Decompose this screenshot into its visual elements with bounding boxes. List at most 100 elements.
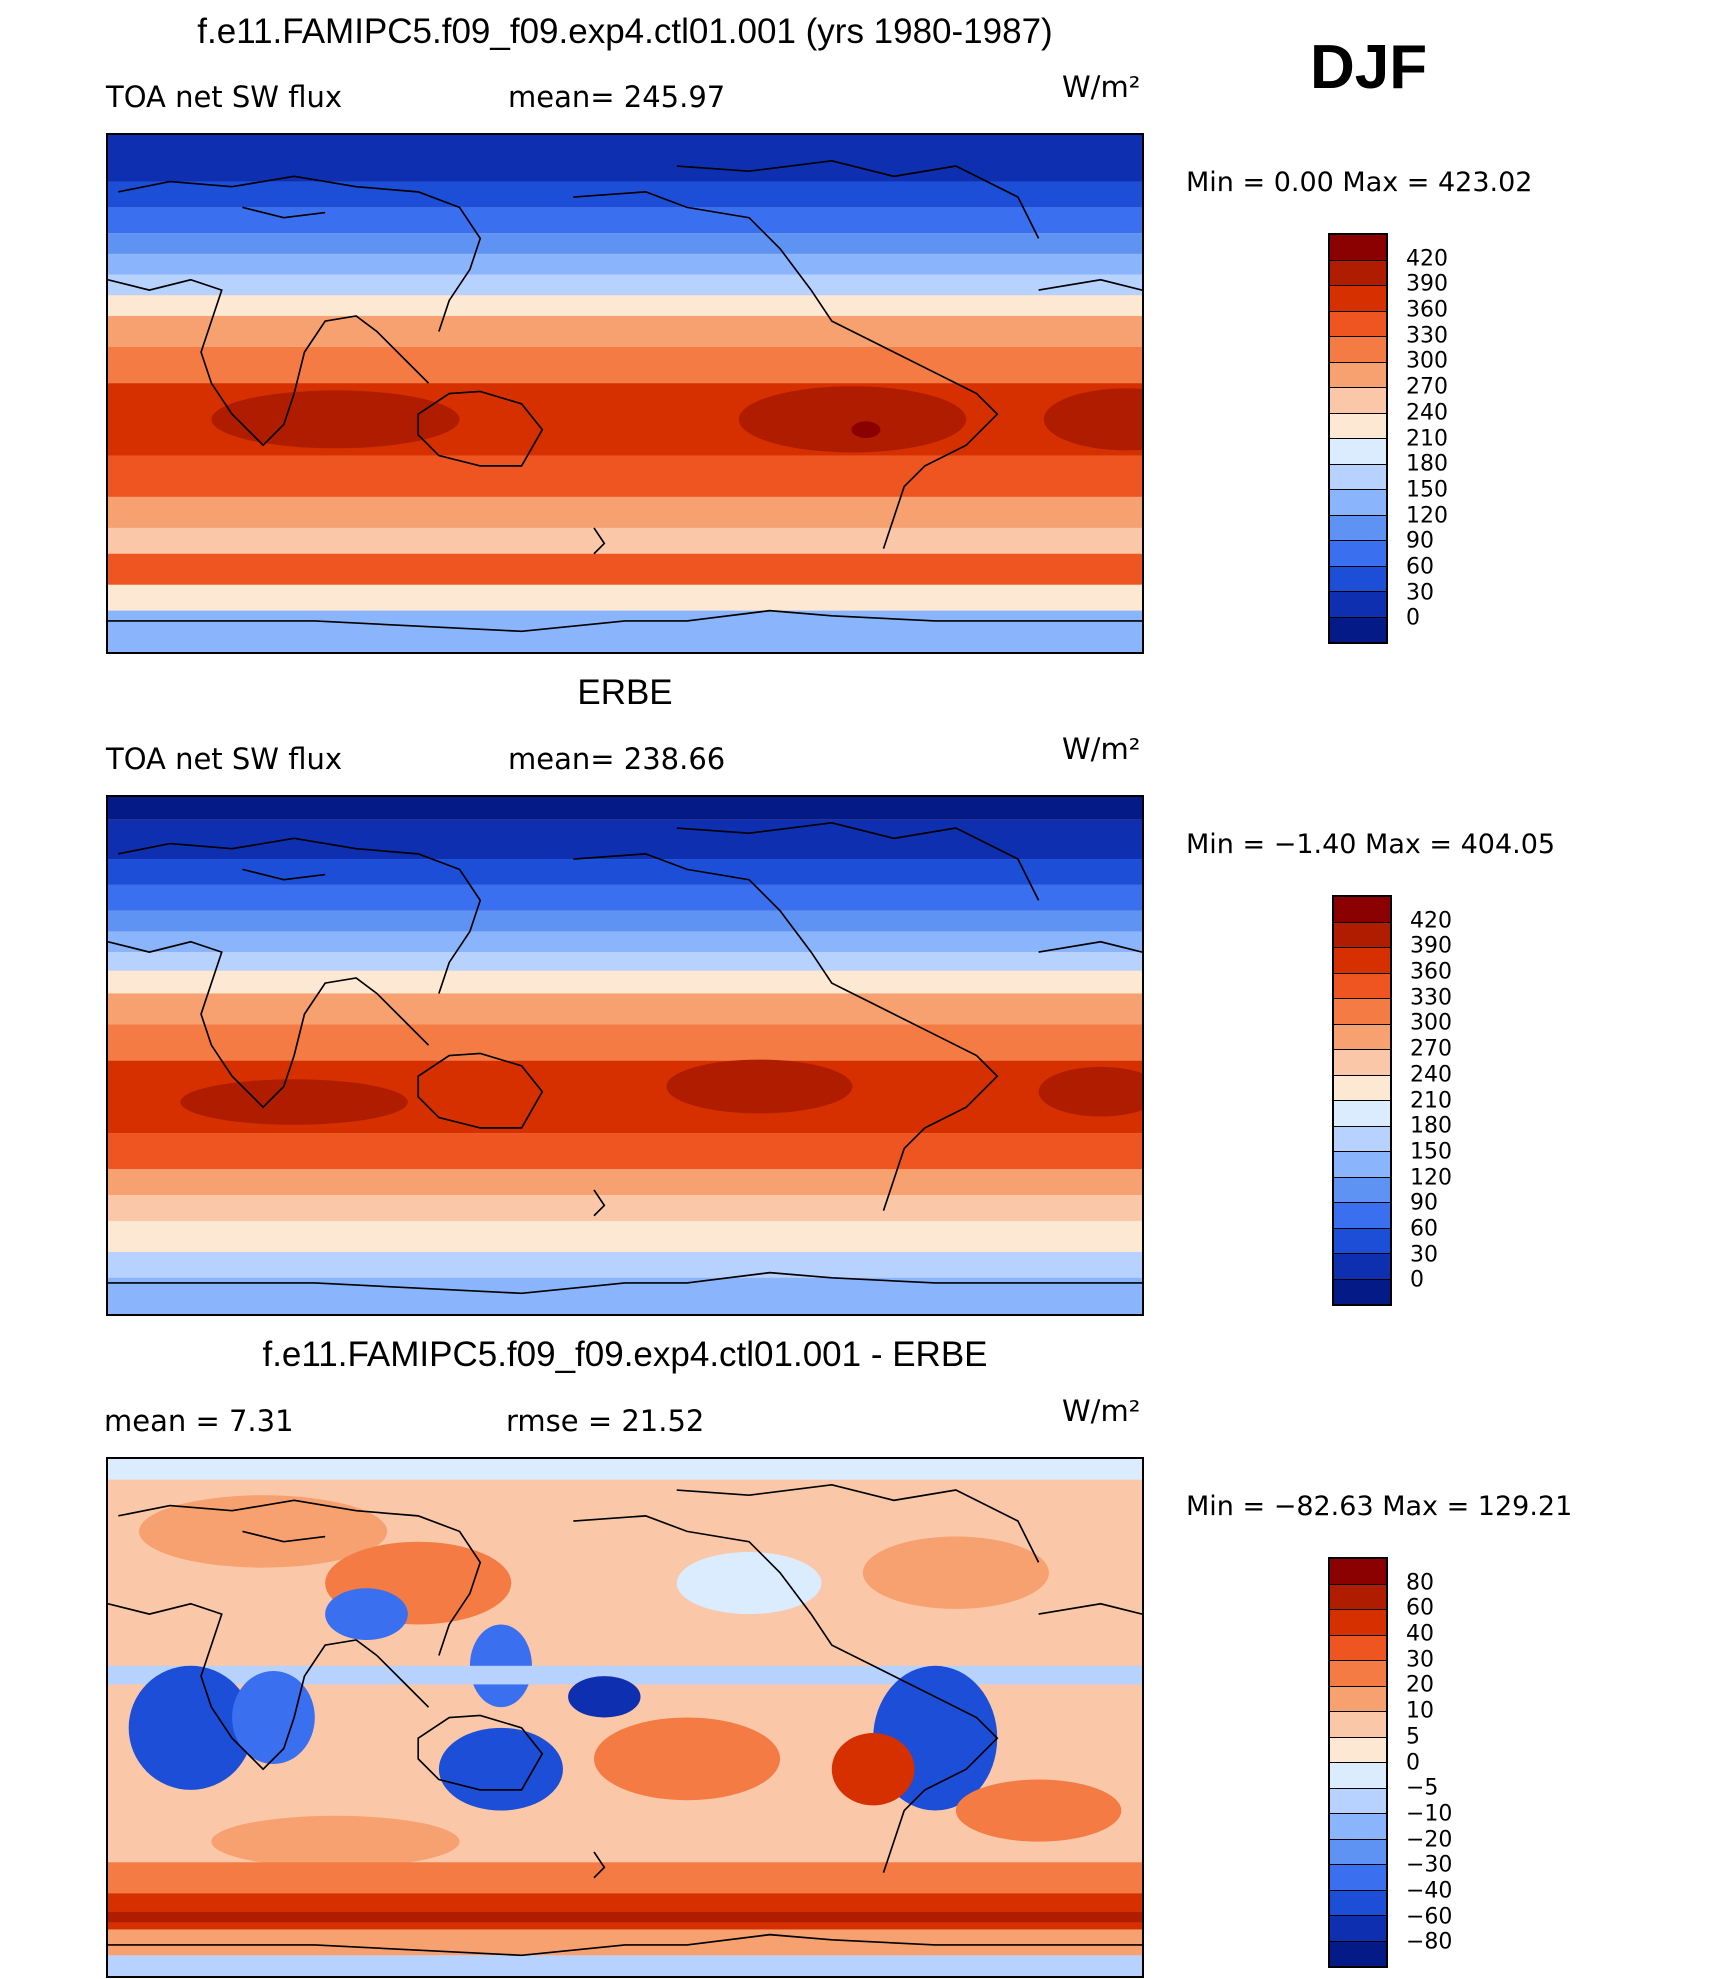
panel-3-map: [106, 1457, 1144, 1978]
colorbar-swatch: [1330, 592, 1386, 618]
colorbar-swatch: [1330, 1916, 1386, 1942]
colorbar-tick-label: 30: [1406, 1647, 1434, 1673]
colorbar-swatch: [1330, 260, 1386, 286]
panel-2-min-max: Min = −1.40 Max = 404.05: [1186, 829, 1556, 860]
colorbar-swatch: [1330, 413, 1386, 439]
season-label: DJF: [1310, 33, 1428, 102]
colorbar-swatch: [1330, 1559, 1386, 1585]
colorbar-swatch: [1334, 1024, 1390, 1050]
colorbar-swatch: [1334, 1254, 1390, 1280]
colorbar-tick-label: 390: [1410, 933, 1452, 959]
colorbar-swatch: [1330, 464, 1386, 490]
panel-1-title: f.e11.FAMIPC5.f09_f09.exp4.ctl01.001 (yr…: [197, 12, 1053, 51]
colorbar-swatch: [1330, 1737, 1386, 1763]
panel-3-mean: mean = 7.31: [104, 1404, 294, 1438]
panel-3-units: W/m²: [1062, 1394, 1141, 1428]
colorbar-tick-label: 210: [1406, 426, 1448, 451]
colorbar-swatch: [1334, 973, 1390, 999]
panel-1-mean: mean= 245.97: [508, 80, 726, 114]
colorbar-tick-label: 330: [1410, 985, 1452, 1011]
colorbar-swatch: [1330, 439, 1386, 465]
panel-3-map-field: [108, 1459, 1142, 1976]
colorbar-tick-label: 60: [1410, 1216, 1438, 1242]
colorbar-tick-label: 420: [1410, 908, 1452, 934]
colorbar-swatch: [1330, 286, 1386, 312]
colorbar-swatch: [1334, 948, 1390, 974]
colorbar-tick-label: 0: [1410, 1267, 1424, 1293]
colorbar-tick-label: 5: [1406, 1724, 1420, 1750]
colorbar-tick-label: −40: [1406, 1878, 1453, 1904]
colorbar-swatch: [1334, 922, 1390, 948]
panel-2-map-field: [108, 797, 1142, 1314]
colorbar-tick-label: 30: [1406, 580, 1434, 606]
colorbar-swatch: [1330, 1712, 1386, 1738]
colorbar-tick-label: 210: [1410, 1088, 1452, 1113]
colorbar-swatch: [1334, 1075, 1390, 1101]
colorbar-tick-label: 240: [1410, 1062, 1452, 1088]
panel-2-units: W/m²: [1062, 732, 1141, 766]
colorbar-tick-label: 360: [1410, 959, 1452, 985]
colorbar-tick-label: 30: [1410, 1242, 1438, 1268]
colorbar-swatch: [1330, 337, 1386, 363]
colorbar-swatch: [1330, 566, 1386, 592]
colorbar-swatch: [1334, 897, 1390, 923]
colorbar-tick-label: 330: [1406, 323, 1448, 349]
colorbar-tick-label: 180: [1406, 451, 1448, 477]
colorbar-swatch: [1330, 1890, 1386, 1916]
colorbar-tick-label: 270: [1406, 374, 1448, 400]
colorbar-swatch: [1334, 1279, 1390, 1304]
panel-1-map: [106, 133, 1144, 654]
panel-1-colorbar-labels: 420 390 360 330 300 270 240 210 180 150 120 90 60 30 0: [1406, 233, 1526, 644]
colorbar-swatch: [1330, 1839, 1386, 1865]
colorbar-tick-label: 80: [1406, 1570, 1434, 1596]
colorbar-tick-label: 120: [1406, 503, 1448, 529]
colorbar-swatch: [1330, 235, 1386, 261]
colorbar-swatch: [1330, 362, 1386, 388]
colorbar-tick-label: −10: [1406, 1801, 1453, 1827]
colorbar-tick-label: 90: [1410, 1190, 1438, 1216]
panel-1-map-field: [108, 135, 1142, 652]
colorbar-tick-label: 40: [1406, 1621, 1434, 1647]
colorbar-tick-label: 420: [1406, 246, 1448, 272]
panel-3-colorbar-labels: 80 60 40 30 20 10 5 0 −5 −10 −20 −30 −40 −60 −80: [1406, 1557, 1526, 1968]
colorbar-tick-label: 0: [1406, 1750, 1420, 1775]
colorbar-swatch: [1334, 1203, 1390, 1229]
panel-2-map: [106, 795, 1144, 1316]
colorbar-swatch: [1330, 617, 1386, 642]
colorbar-swatch: [1334, 1126, 1390, 1152]
panel-1-colorbar: [1328, 233, 1388, 644]
colorbar-swatch: [1330, 1610, 1386, 1636]
colorbar-tick-label: −80: [1406, 1929, 1453, 1955]
colorbar-swatch: [1334, 1177, 1390, 1203]
colorbar-swatch: [1330, 1686, 1386, 1712]
colorbar-tick-label: 300: [1406, 348, 1448, 374]
colorbar-swatch: [1330, 1635, 1386, 1661]
panel-1-min-max: Min = 0.00 Max = 423.02: [1186, 167, 1533, 198]
panel-1-variable: TOA net SW flux: [106, 80, 343, 114]
panel-2-title: ERBE: [577, 673, 673, 712]
colorbar-tick-label: 10: [1406, 1698, 1434, 1724]
colorbar-swatch: [1334, 1228, 1390, 1254]
colorbar-tick-label: 300: [1410, 1010, 1452, 1036]
colorbar-tick-label: 0: [1406, 605, 1420, 631]
colorbar-swatch: [1334, 1152, 1390, 1178]
colorbar-swatch: [1330, 1788, 1386, 1814]
colorbar-tick-label: 180: [1410, 1113, 1452, 1139]
panel-2-colorbar: [1332, 895, 1392, 1306]
colorbar-tick-label: 360: [1406, 297, 1448, 323]
colorbar-swatch: [1334, 1050, 1390, 1076]
colorbar-tick-label: 270: [1410, 1036, 1452, 1062]
colorbar-swatch: [1330, 1661, 1386, 1687]
panel-3-colorbar: [1328, 1557, 1388, 1968]
colorbar-tick-label: 60: [1406, 554, 1434, 580]
colorbar-tick-label: −20: [1406, 1827, 1453, 1853]
colorbar-tick-label: −60: [1406, 1904, 1453, 1930]
colorbar-swatch: [1334, 1101, 1390, 1127]
colorbar-tick-label: 240: [1406, 400, 1448, 426]
colorbar-swatch: [1330, 490, 1386, 516]
colorbar-swatch: [1330, 388, 1386, 414]
colorbar-tick-label: 90: [1406, 528, 1434, 554]
colorbar-swatch: [1330, 1584, 1386, 1610]
colorbar-tick-label: −30: [1406, 1852, 1453, 1878]
panel-3-rmse: rmse = 21.52: [506, 1404, 705, 1438]
